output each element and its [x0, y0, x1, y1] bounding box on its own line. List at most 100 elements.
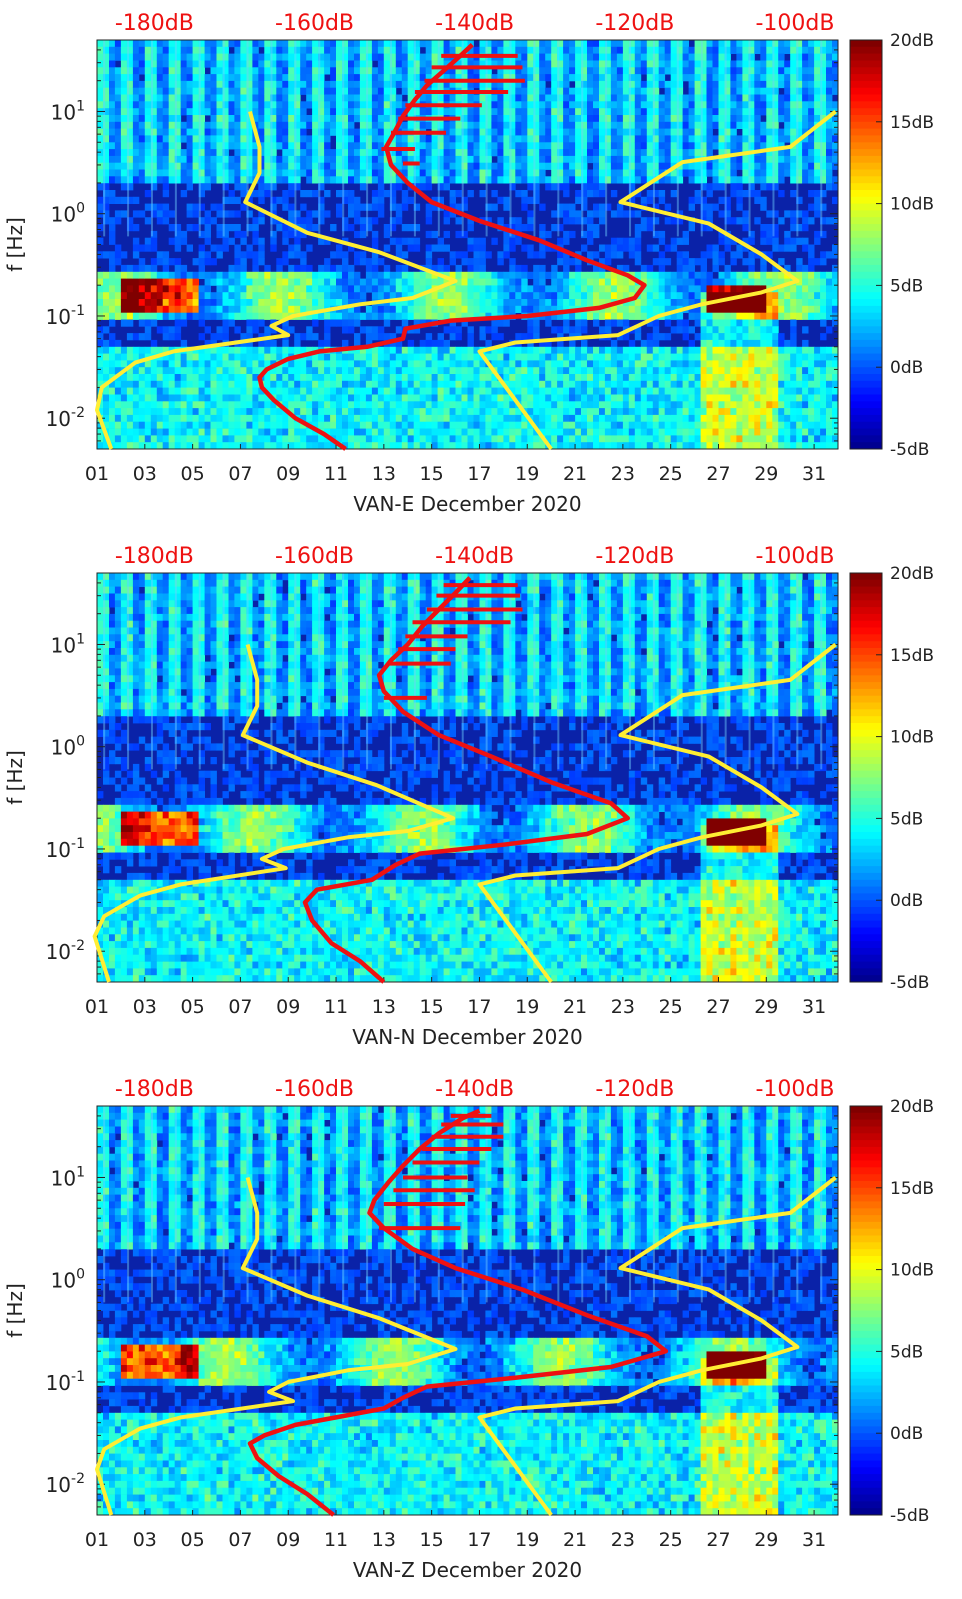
heatmap-cell — [270, 53, 277, 61]
heatmap-cell — [437, 374, 444, 382]
heatmap-cell — [371, 264, 379, 273]
heatmap-cell — [467, 435, 474, 443]
heatmap-cell — [306, 176, 313, 184]
heatmap-cell — [138, 101, 146, 109]
heatmap-cell — [443, 312, 450, 320]
heatmap-cell — [473, 149, 480, 157]
heatmap-cell — [270, 46, 277, 54]
heatmap-cell — [443, 74, 450, 82]
heatmap-cell — [515, 108, 522, 116]
heatmap-cell — [676, 319, 684, 327]
heatmap-cell — [604, 74, 612, 82]
heatmap-cell — [276, 121, 283, 129]
heatmap-cell — [676, 74, 684, 82]
heatmap-cell — [162, 169, 170, 177]
heatmap-cell — [377, 387, 385, 395]
heatmap-cell — [443, 40, 450, 48]
heatmap-cell — [258, 237, 265, 245]
heatmap-cell — [365, 94, 373, 102]
heatmap-cell — [377, 414, 385, 423]
heatmap-cell — [228, 380, 235, 388]
heatmap-cell — [336, 121, 343, 129]
heatmap-cell — [312, 169, 319, 177]
heatmap-cell — [348, 155, 355, 164]
heatmap-cell — [228, 346, 235, 354]
heatmap-cell — [670, 190, 678, 198]
heatmap-cell — [138, 40, 146, 48]
heatmap-cell — [533, 87, 540, 95]
heatmap-cell — [324, 421, 331, 429]
heatmap-cell — [294, 305, 301, 313]
heatmap-cell — [557, 360, 564, 368]
heatmap-cell — [97, 74, 104, 82]
heatmap-cell — [294, 87, 301, 95]
heatmap-cell — [563, 278, 570, 286]
heatmap-cell — [664, 142, 672, 150]
heatmap-cell — [527, 162, 534, 170]
heatmap-cell — [359, 292, 367, 300]
heatmap-cell — [371, 128, 379, 136]
heatmap-cell — [622, 428, 630, 436]
heatmap-cell — [282, 258, 289, 266]
heatmap-cell — [114, 53, 122, 61]
heatmap-cell — [330, 101, 337, 109]
heatmap-cell — [156, 251, 164, 259]
heatmap-cell — [228, 435, 235, 443]
heatmap-cell — [521, 374, 528, 382]
heatmap-cell — [401, 190, 409, 198]
heatmap-cell — [120, 115, 128, 123]
heatmap-cell — [593, 421, 600, 429]
heatmap-cell — [216, 360, 223, 368]
heatmap-cell — [174, 333, 182, 341]
heatmap-cell — [581, 292, 588, 300]
heatmap-cell — [461, 421, 468, 429]
heatmap-cell — [545, 285, 552, 293]
heatmap-cell — [174, 101, 182, 109]
heatmap-cell — [581, 367, 588, 375]
heatmap-cell — [658, 53, 666, 61]
heatmap-cell — [204, 121, 211, 129]
heatmap-cell — [587, 60, 594, 68]
heatmap-cell — [622, 94, 630, 102]
heatmap-cell — [503, 353, 510, 361]
heatmap-cell — [658, 149, 666, 157]
heatmap-cell — [539, 387, 546, 395]
heatmap-cell — [162, 149, 170, 157]
heatmap-cell — [186, 210, 193, 218]
heatmap-cell — [622, 394, 630, 402]
heatmap-cell — [109, 401, 116, 409]
heatmap-cell — [192, 162, 199, 170]
heatmap-cell — [150, 40, 158, 48]
heatmap-cell — [521, 108, 528, 116]
heatmap-cell — [138, 353, 146, 361]
heatmap-cell — [288, 224, 295, 232]
heatmap-cell — [336, 244, 343, 252]
heatmap-cell — [234, 271, 241, 279]
heatmap-cell — [162, 414, 170, 423]
heatmap-cell — [138, 60, 146, 68]
heatmap-cell — [246, 135, 253, 143]
heatmap-cell — [563, 190, 570, 198]
heatmap-cell — [652, 401, 660, 409]
heatmap-cell — [312, 94, 319, 102]
heatmap-cell — [318, 94, 325, 102]
heatmap-cell — [431, 264, 438, 273]
heatmap-cell — [622, 346, 630, 354]
heatmap-cell — [150, 149, 158, 157]
heatmap-cell — [401, 251, 409, 259]
heatmap-cell — [431, 142, 438, 150]
heatmap-cell — [658, 60, 666, 68]
heatmap-cell — [342, 285, 349, 293]
heatmap-cell — [676, 67, 684, 75]
heatmap-cell — [186, 408, 193, 416]
heatmap-cell — [192, 224, 199, 232]
heatmap-cell — [425, 217, 433, 225]
heatmap-cell — [515, 60, 522, 68]
heatmap-cell — [270, 40, 277, 48]
heatmap-cell — [120, 387, 128, 395]
heatmap-cell — [234, 149, 241, 157]
heatmap-cell — [186, 203, 193, 211]
heatmap-cell — [383, 278, 391, 286]
heatmap-cell — [270, 374, 277, 382]
heatmap-cell — [521, 264, 528, 273]
